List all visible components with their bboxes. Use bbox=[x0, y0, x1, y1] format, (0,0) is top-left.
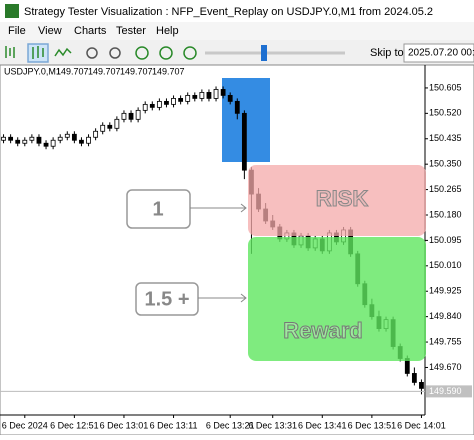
play-button[interactable] bbox=[135, 46, 149, 60]
candle-body bbox=[50, 139, 56, 147]
last-price-label: 149.590 bbox=[429, 386, 462, 396]
y-tick-label: 150.605 bbox=[429, 82, 462, 92]
zoom-in-button[interactable] bbox=[86, 47, 98, 59]
risk-label: RISK bbox=[316, 186, 369, 211]
symbol: USDJPY.0,M1 bbox=[4, 66, 61, 76]
candle-body bbox=[411, 373, 417, 383]
ratio-box bbox=[126, 189, 191, 229]
toolbar-buttons bbox=[5, 43, 197, 63]
candle-body bbox=[36, 136, 42, 144]
y-tick-label: 150.520 bbox=[429, 108, 462, 118]
header-value: 149.707 bbox=[120, 66, 153, 76]
candle-body bbox=[241, 112, 247, 171]
candle-body bbox=[234, 100, 240, 114]
candle-body bbox=[15, 139, 21, 144]
pause-button[interactable] bbox=[159, 46, 173, 60]
header-value: 149.707 bbox=[152, 66, 185, 76]
y-tick-label: 149.840 bbox=[429, 311, 462, 321]
x-tick-label: 6 Dec 2024 bbox=[2, 420, 48, 430]
bar-chart-button[interactable] bbox=[5, 46, 15, 58]
reward-zone bbox=[248, 237, 426, 361]
header-value: 149.707 bbox=[88, 66, 121, 76]
y-tick-label: 150.265 bbox=[429, 184, 462, 194]
y-tick-label: 149.755 bbox=[429, 336, 462, 346]
candle-body bbox=[43, 142, 49, 147]
ratio-risk: 1 bbox=[152, 198, 163, 220]
x-tick-label: 6 Dec 13:21 bbox=[206, 420, 255, 430]
app-icon bbox=[5, 4, 19, 18]
candle-body bbox=[114, 118, 120, 129]
last-price-box bbox=[426, 385, 472, 398]
y-tick-label: 150.010 bbox=[429, 260, 462, 270]
candle-body bbox=[149, 103, 155, 108]
candle-body bbox=[71, 133, 77, 141]
slider-thumb[interactable] bbox=[261, 45, 267, 61]
candle-body bbox=[199, 92, 205, 99]
candle-body bbox=[22, 139, 28, 144]
candle-body bbox=[100, 124, 106, 132]
menu-item[interactable]: View bbox=[38, 25, 62, 37]
candle-body bbox=[185, 95, 191, 102]
candle-body bbox=[128, 112, 134, 120]
date-value: 2025.07.20 00:00 bbox=[408, 48, 474, 59]
y-tick-label: 150.095 bbox=[429, 235, 462, 245]
y-tick-label: 149.670 bbox=[429, 362, 462, 372]
candle-body bbox=[206, 92, 212, 99]
menu-item[interactable]: File bbox=[8, 25, 26, 37]
title-bar bbox=[0, 0, 474, 22]
candle-body bbox=[121, 112, 127, 120]
candle-body bbox=[64, 133, 70, 138]
candle-body bbox=[192, 95, 198, 99]
candle-body bbox=[156, 100, 162, 108]
menu-item[interactable]: Charts bbox=[74, 25, 107, 37]
x-tick-label: 6 Dec 13:01 bbox=[100, 420, 149, 430]
risk-zone bbox=[248, 165, 426, 236]
window-title: Strategy Tester Visualization : NFP_Even… bbox=[24, 6, 433, 18]
menu-item[interactable]: Help bbox=[156, 25, 179, 37]
y-tick-label: 150.435 bbox=[429, 133, 462, 143]
candle-body bbox=[142, 103, 148, 111]
line-chart-button[interactable] bbox=[54, 47, 72, 57]
reward-label: Reward bbox=[283, 318, 362, 343]
x-tick-label: 6 Dec 13:41 bbox=[298, 420, 347, 430]
candle-body bbox=[79, 139, 84, 144]
y-tick-label: 150.180 bbox=[429, 209, 462, 219]
candle-icon bbox=[32, 46, 44, 59]
x-tick-label: 6 Dec 13:51 bbox=[348, 420, 397, 430]
candle-body bbox=[164, 100, 169, 105]
candle-body bbox=[29, 136, 35, 141]
x-tick-label: 6 Dec 13:31 bbox=[248, 420, 297, 430]
candle-body bbox=[227, 95, 233, 102]
x-tick-label: 6 Dec 13:11 bbox=[150, 420, 198, 430]
menu-bar bbox=[0, 22, 474, 40]
candle-body bbox=[135, 109, 141, 120]
candle-body bbox=[1, 136, 6, 141]
skip-label: Skip to bbox=[370, 47, 404, 59]
candle-body bbox=[213, 89, 219, 99]
date-input[interactable] bbox=[403, 43, 474, 63]
candle-body bbox=[171, 98, 176, 105]
candle-body bbox=[57, 136, 63, 141]
candle-body bbox=[419, 382, 424, 389]
candle-body bbox=[107, 124, 113, 129]
ratio-box bbox=[135, 282, 199, 316]
arrow bbox=[190, 203, 247, 213]
arrow bbox=[198, 293, 247, 303]
annotations: RISK Reward 1 1.5 + bbox=[126, 165, 426, 361]
candle-body bbox=[220, 89, 226, 96]
candle-body bbox=[178, 98, 184, 102]
candle-body bbox=[86, 136, 91, 144]
zoom-out-button[interactable] bbox=[109, 47, 121, 59]
y-tick-label: 150.350 bbox=[429, 159, 462, 169]
y-tick-label: 149.925 bbox=[429, 286, 462, 296]
candle-body bbox=[8, 136, 14, 141]
ratio-reward: 1.5 + bbox=[144, 288, 189, 310]
x-tick-label: 6 Dec 14:01 bbox=[397, 420, 446, 430]
header-value: 149.707 bbox=[56, 66, 89, 76]
menu-item[interactable]: Tester bbox=[116, 25, 146, 37]
candle-body bbox=[93, 130, 99, 138]
x-tick-label: 6 Dec 12:51 bbox=[50, 420, 99, 430]
rewind-button[interactable] bbox=[183, 46, 197, 60]
